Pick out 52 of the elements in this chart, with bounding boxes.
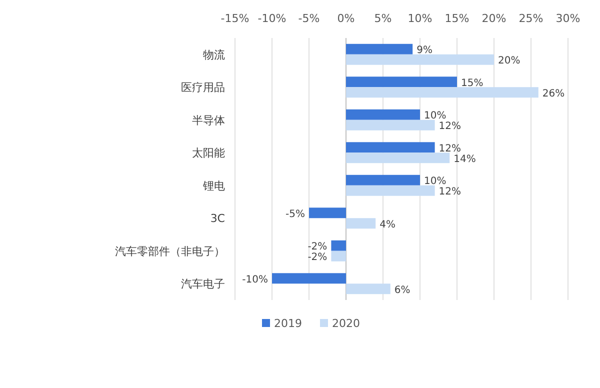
data-label: 15% bbox=[461, 78, 484, 89]
bar bbox=[346, 174, 420, 186]
data-label: -10% bbox=[242, 274, 268, 286]
bar bbox=[346, 87, 538, 98]
x-tick-label: 10% bbox=[408, 12, 432, 25]
data-label: -2% bbox=[308, 242, 328, 253]
bar bbox=[309, 208, 346, 218]
x-tick-label: 25% bbox=[518, 12, 544, 25]
x-tick-label: -15% bbox=[220, 12, 250, 25]
bar bbox=[346, 120, 435, 130]
data-label: 4% bbox=[380, 219, 396, 230]
bar bbox=[346, 76, 457, 88]
data-label: 6% bbox=[394, 284, 410, 296]
data-label: 14% bbox=[454, 154, 476, 165]
x-tick-label: 30% bbox=[556, 12, 580, 25]
data-label: 26% bbox=[542, 88, 565, 100]
y-tick-label: 汽车电子 bbox=[181, 278, 225, 291]
data-label: -5% bbox=[286, 208, 305, 220]
bar bbox=[346, 142, 435, 153]
legend-label: 2019 bbox=[274, 317, 302, 330]
y-tick-label: 太阳能 bbox=[192, 146, 225, 160]
data-label: -2% bbox=[308, 252, 328, 264]
y-tick-label: 汽车零部件（非电子） bbox=[115, 244, 225, 258]
bar bbox=[346, 218, 376, 229]
data-label: 12% bbox=[438, 186, 462, 198]
data-label: 10% bbox=[424, 176, 446, 188]
bar bbox=[346, 44, 413, 54]
data-label: 20% bbox=[498, 56, 520, 67]
bar bbox=[346, 152, 450, 164]
bar bbox=[272, 273, 346, 284]
bar bbox=[331, 240, 346, 251]
data-label: 12% bbox=[438, 143, 462, 154]
bar bbox=[346, 185, 435, 196]
bar bbox=[346, 284, 390, 294]
data-label: 10% bbox=[424, 110, 446, 122]
x-tick-label: 20% bbox=[482, 12, 506, 25]
x-tick-label: -5% bbox=[298, 12, 320, 25]
y-tick-label: 锂电 bbox=[202, 179, 225, 192]
y-tick-label: 医疗用品 bbox=[181, 81, 225, 94]
data-label: 9% bbox=[416, 45, 432, 56]
legend-label: 2020 bbox=[332, 317, 360, 330]
y-tick-label: 半导体 bbox=[192, 114, 225, 127]
bar bbox=[346, 54, 494, 65]
x-tick-label: 15% bbox=[444, 12, 470, 25]
x-tick-label: -10% bbox=[258, 12, 286, 25]
bar bbox=[331, 250, 346, 262]
data-label: 12% bbox=[438, 121, 462, 132]
y-tick-label: 3C bbox=[210, 212, 226, 226]
y-tick-label: 物流 bbox=[203, 48, 225, 62]
bar bbox=[346, 109, 420, 120]
x-tick-label: 0% bbox=[337, 12, 355, 25]
x-tick-label: 5% bbox=[374, 12, 392, 25]
